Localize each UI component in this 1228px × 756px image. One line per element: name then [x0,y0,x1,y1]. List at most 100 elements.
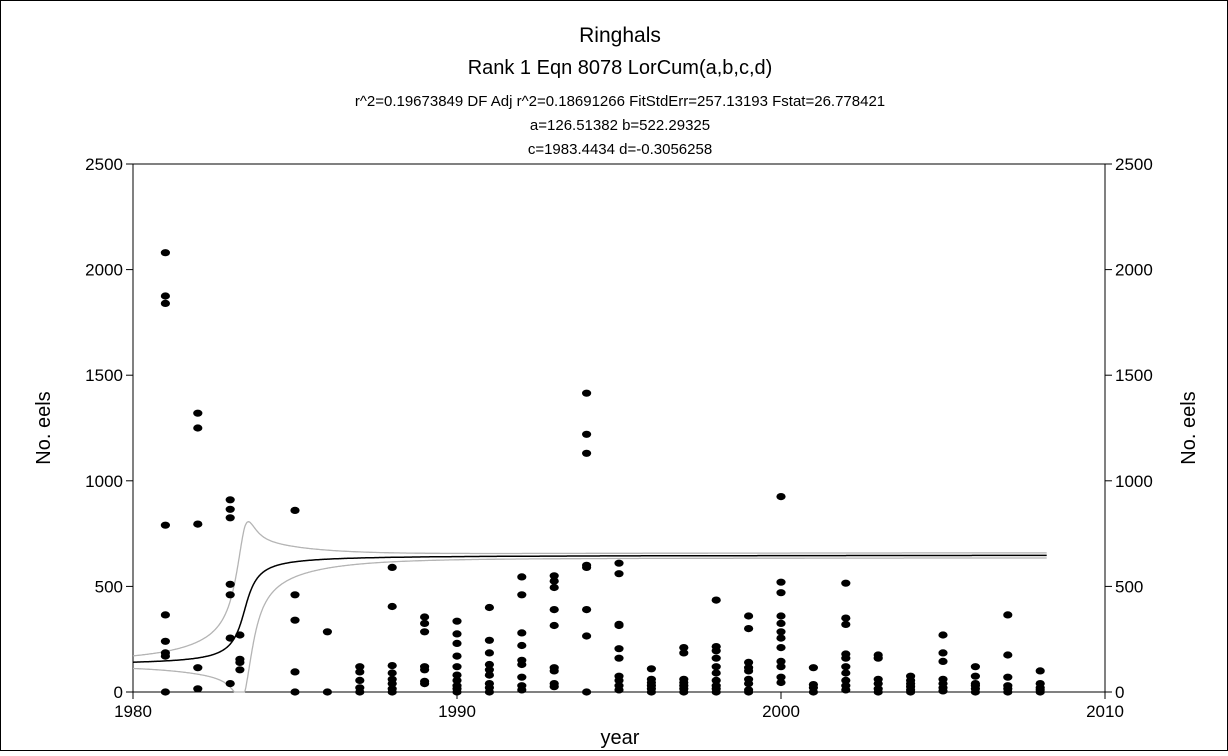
data-point [290,668,300,676]
data-point [776,663,786,671]
fit-curve-group [133,554,1047,663]
data-point [290,616,300,624]
data-point [160,299,170,307]
data-point [614,559,624,567]
data-point [160,292,170,300]
data-point [452,630,462,638]
data-point [614,686,624,694]
data-point [873,688,883,696]
data-point [193,424,203,432]
data-point [744,625,754,633]
data-point [160,611,170,619]
data-point [193,685,203,693]
data-point [225,591,235,599]
data-point [355,668,365,676]
data-point [776,619,786,628]
data-point [679,688,689,696]
data-point [582,688,592,696]
data-point [355,663,365,671]
data-point [387,662,397,670]
data-point [225,514,235,522]
data-point [517,591,527,599]
data-point [1035,688,1045,696]
data-point [582,389,592,397]
x-tick-label: 1990 [438,702,476,721]
data-point [225,496,235,504]
data-point [549,577,559,585]
data-point [614,645,624,653]
data-point [841,579,851,587]
y-tick-label-left: 2000 [85,261,123,280]
y-axis-label: No. eels [33,391,55,464]
data-point [938,631,948,639]
data-point [420,613,430,621]
data-point [873,680,883,688]
data-point [711,654,721,662]
data-point [387,669,397,677]
data-point [776,612,786,620]
data-point [744,688,754,696]
data-point [938,657,948,666]
data-point [160,652,170,660]
data-point [484,671,494,679]
data-point [1003,688,1013,696]
data-point [776,578,786,586]
data-point [679,644,689,652]
data-point [387,688,397,696]
fit-params-ab: a=126.51382 b=522.29325 [530,117,710,134]
data-point [711,676,721,685]
x-tick-label: 1980 [114,702,152,721]
chart-subtitle: Rank 1 Eqn 8078 LorCum(a,b,c,d) [468,57,773,79]
data-point [290,688,300,696]
data-point [841,676,851,685]
data-point [1035,667,1045,675]
data-points [160,249,1045,696]
data-point [235,631,245,639]
y-tick-label-left: 0 [114,683,123,702]
data-point [193,664,203,672]
fit-statistics: r^2=0.19673849 DF Adj r^2=0.18691266 Fit… [355,93,885,110]
data-point [679,649,689,657]
data-point [225,580,235,588]
data-point [970,688,981,696]
y-tick-label-right: 500 [1115,577,1143,596]
data-point [970,672,981,680]
data-point [549,572,559,580]
y-axis-label-right: No. eels [1178,391,1200,464]
data-point [808,664,819,672]
data-point [225,505,235,513]
data-point [225,680,235,688]
y-tick-label-left: 500 [95,577,123,596]
data-point [290,591,300,599]
data-point [614,654,624,662]
data-point [614,676,624,685]
data-point [387,680,397,688]
x-tick-label: 2000 [762,702,800,721]
data-point [582,563,592,572]
data-point [517,673,527,681]
data-point [1003,673,1013,681]
data-point [582,430,592,438]
data-point [322,688,332,696]
y-tick-label-left: 1000 [85,472,123,491]
data-point [517,629,527,637]
y-tick-label-right: 1500 [1115,366,1153,385]
data-point [484,649,494,657]
data-point [193,520,203,528]
data-point [776,657,786,666]
x-tick-label: 2010 [1086,702,1124,721]
upper-confidence-band [132,521,1047,657]
data-point [906,688,916,696]
data-point [776,644,786,652]
data-point [549,667,559,675]
data-point [452,676,462,685]
confidence-bands [132,521,1047,693]
data-point [484,636,494,644]
data-point [235,658,245,667]
data-point [452,671,462,679]
data-point [614,570,624,578]
data-point [420,680,430,688]
